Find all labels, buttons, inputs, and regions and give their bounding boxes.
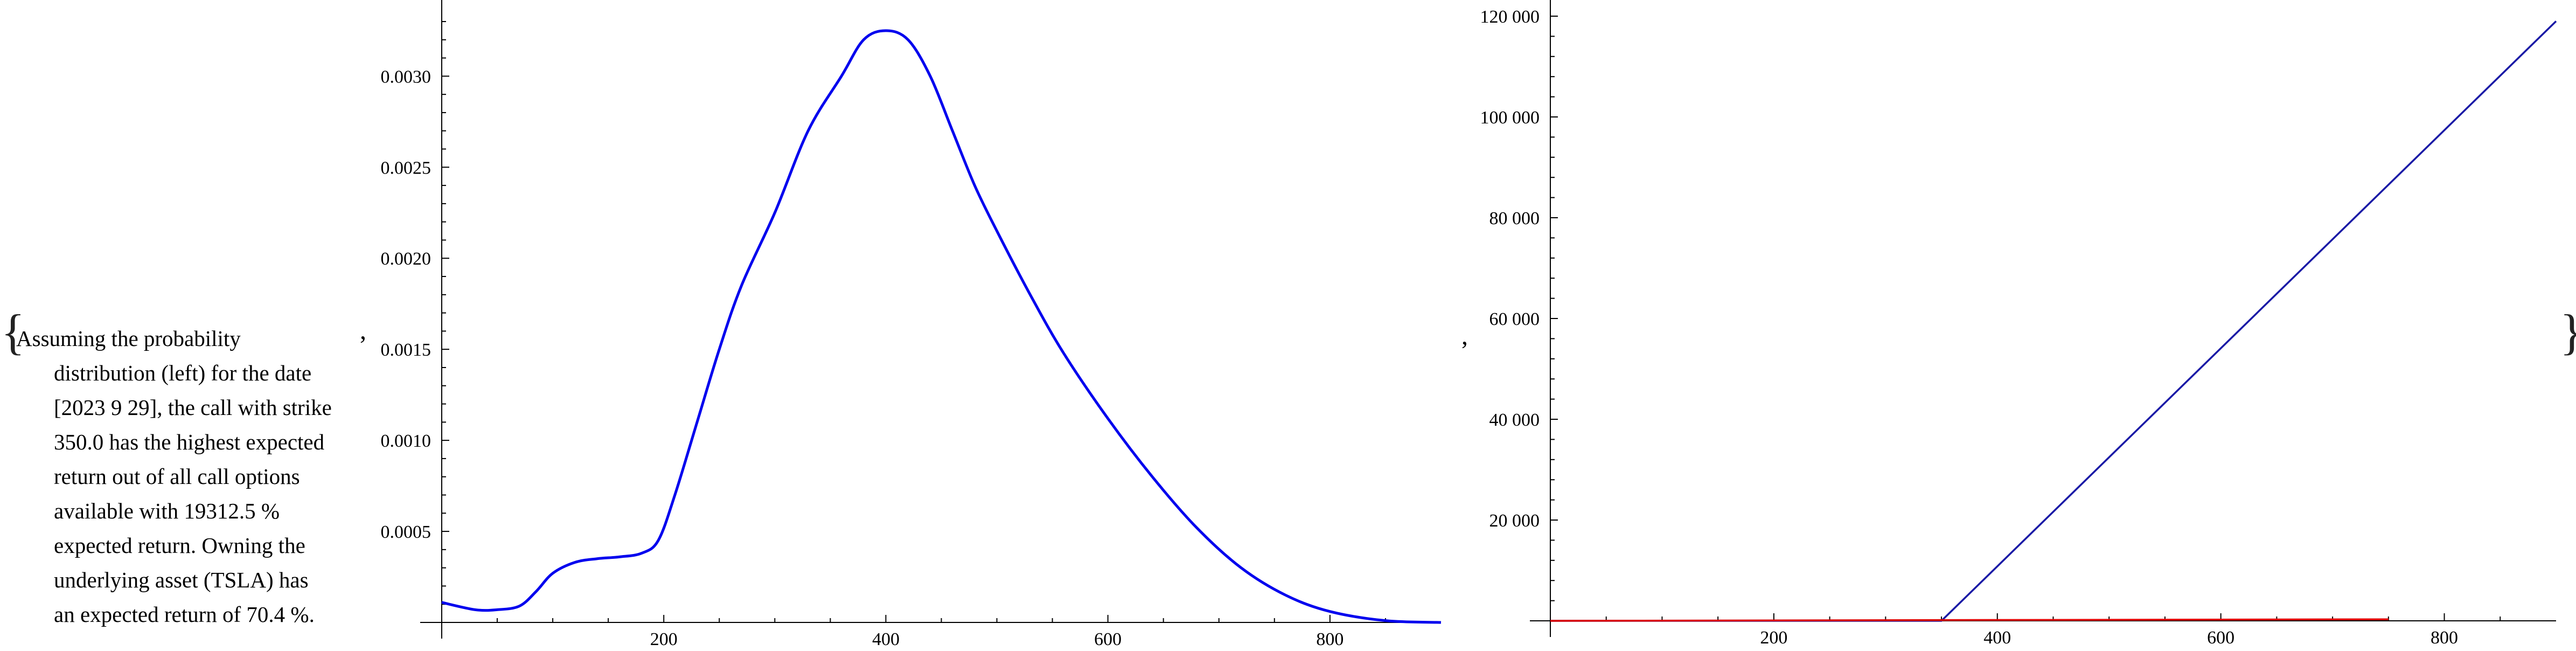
y-tick-label: 40 000	[1489, 410, 1540, 430]
description-line: distribution (left) for the date	[54, 361, 312, 385]
open-brace: {	[1, 304, 25, 359]
y-tick-label: 0.0030	[381, 67, 431, 87]
y-tick-label: 120 000	[1480, 7, 1540, 27]
x-tick-label: 400	[872, 629, 900, 649]
series-line	[1550, 20, 2557, 622]
series-line	[1550, 618, 2389, 622]
x-tick-label: 400	[1983, 628, 2011, 648]
y-tick-label: 80 000	[1489, 209, 1540, 228]
description-line: an expected return of 70.4 %.	[54, 602, 315, 627]
list-separator: ,	[1461, 322, 1468, 350]
x-tick-label: 200	[650, 629, 678, 649]
description-line: return out of all call options	[54, 464, 300, 489]
result-description: Assuming the probability distribution (l…	[16, 321, 361, 632]
series-line	[441, 29, 1442, 624]
description-line: Assuming the probability	[16, 326, 241, 351]
y-tick-label: 100 000	[1480, 108, 1540, 128]
description-line: available with 19312.5 %	[54, 498, 280, 523]
description-line: expected return. Owning the	[54, 533, 305, 558]
y-tick-label: 0.0005	[381, 522, 431, 542]
y-tick-label: 0.0015	[381, 340, 431, 360]
x-tick-label: 800	[1316, 629, 1343, 649]
x-tick-label: 600	[1094, 629, 1122, 649]
y-tick-label: 60 000	[1489, 309, 1540, 329]
y-tick-label: 0.0025	[381, 158, 431, 178]
close-brace: }	[2560, 307, 2576, 357]
y-tick-label: 20 000	[1489, 511, 1540, 531]
list-separator: ,	[360, 316, 366, 345]
x-tick-label: 800	[2431, 628, 2458, 648]
y-tick-label: 0.0020	[381, 249, 431, 269]
y-tick-label: 0.0010	[381, 431, 431, 451]
description-line: [2023 9 29], the call with strike	[54, 395, 332, 420]
x-tick-label: 600	[2207, 628, 2234, 648]
description-line: 350.0 has the highest expected	[54, 430, 325, 454]
description-line: underlying asset (TSLA) has	[54, 567, 309, 592]
x-tick-label: 200	[1760, 628, 1787, 648]
